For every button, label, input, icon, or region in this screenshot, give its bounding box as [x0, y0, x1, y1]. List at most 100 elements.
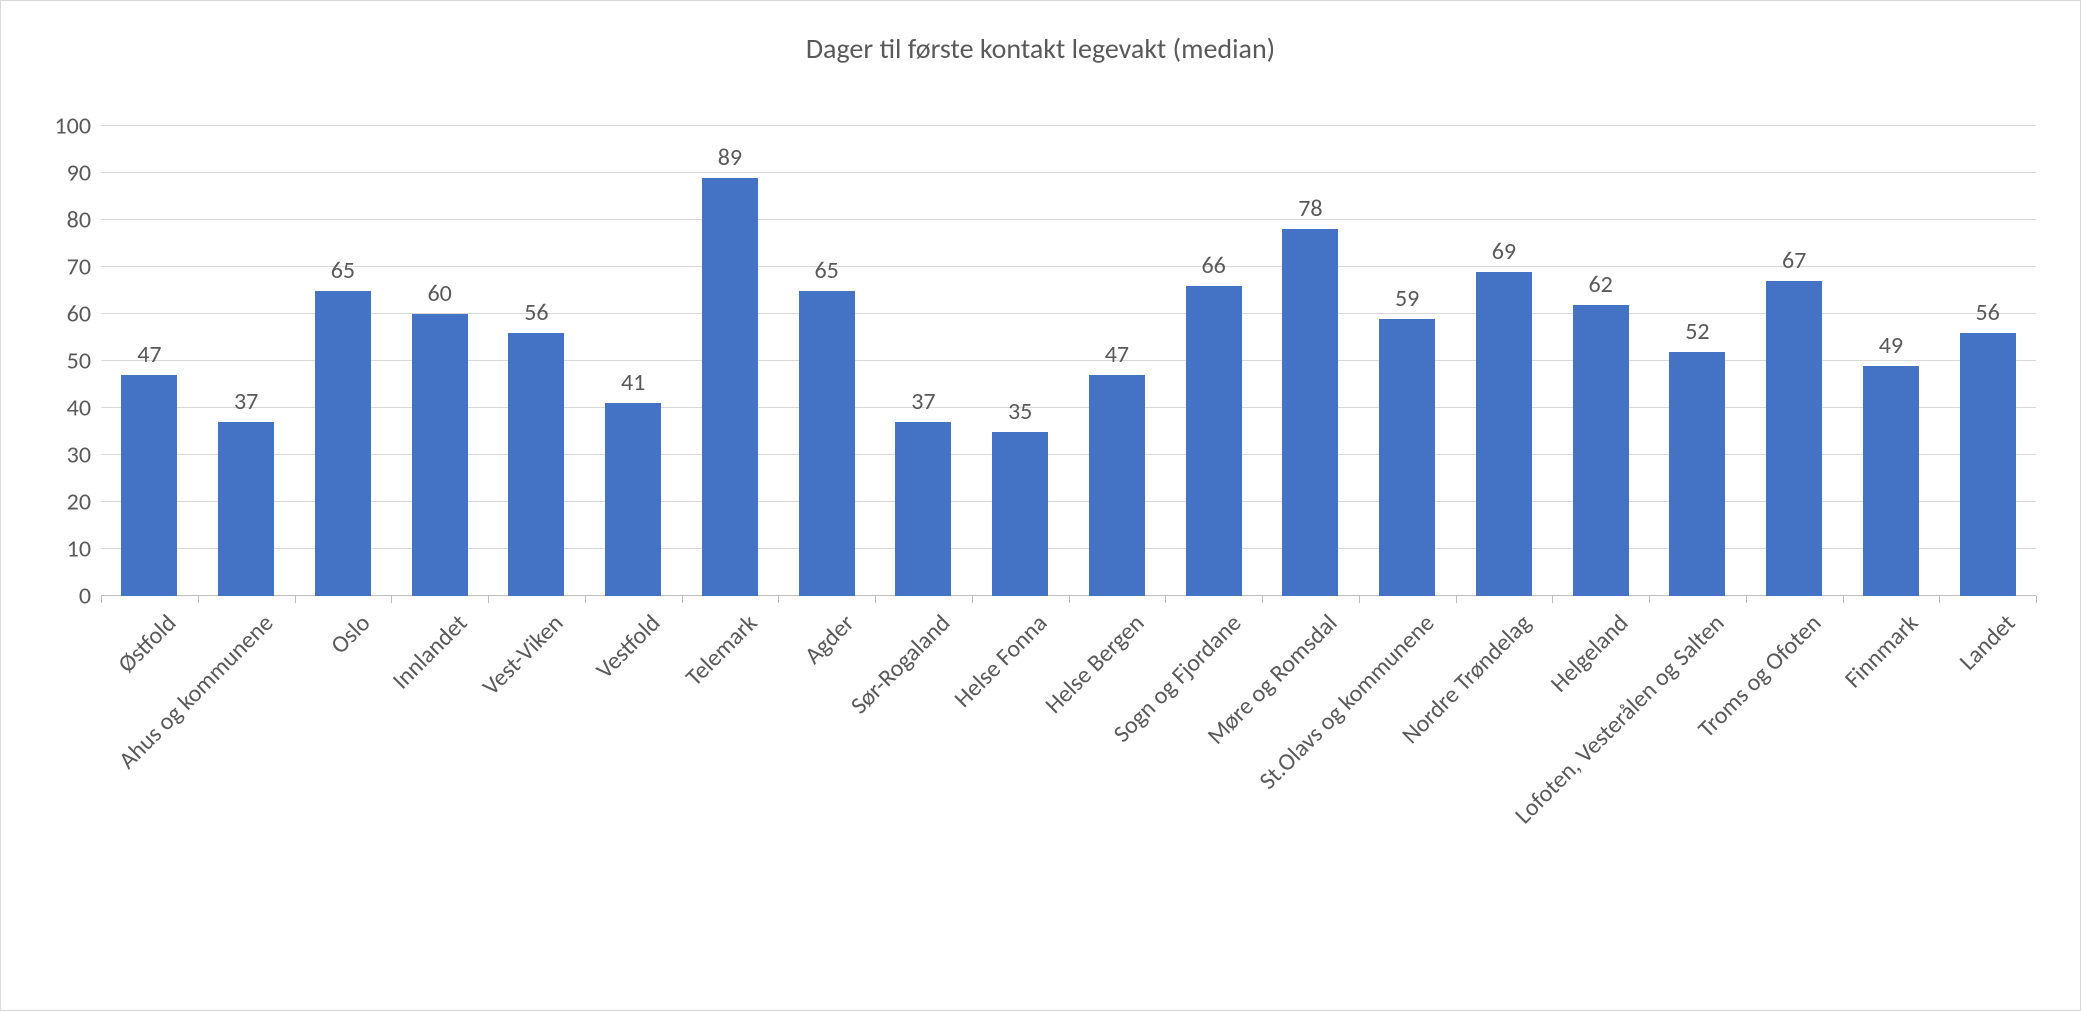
x-tick-mark [488, 596, 489, 603]
bar: 69 [1476, 272, 1532, 596]
y-tick-label: 80 [67, 206, 101, 235]
bar-value-label: 67 [1782, 246, 1806, 281]
bar-value-label: 35 [1008, 397, 1032, 432]
bar-value-label: 56 [1975, 298, 1999, 333]
bar-value-label: 41 [621, 368, 645, 403]
bar-slot: 41Vestfold [585, 126, 682, 596]
bar-slot: 47Helse Bergen [1069, 126, 1166, 596]
chart-frame: Dager til første kontakt legevakt (media… [0, 0, 2081, 1011]
x-tick-label: Sør-Rogaland [833, 596, 957, 720]
x-tick-mark [682, 596, 683, 603]
y-tick-label: 70 [67, 253, 101, 282]
x-tick-mark [1746, 596, 1747, 603]
bar: 41 [605, 403, 661, 596]
x-tick-label: Agder [786, 596, 860, 670]
bar-slot: 56Landet [1939, 126, 2036, 596]
x-tick-mark [778, 596, 779, 603]
x-tick-label: Vest-Viken [464, 596, 569, 701]
bar: 60 [412, 314, 468, 596]
y-tick-label: 60 [67, 300, 101, 329]
bar-slot: 78Møre og Romsdal [1262, 126, 1359, 596]
bar-value-label: 66 [1201, 251, 1225, 286]
bar: 59 [1379, 319, 1435, 596]
x-tick-label: Telemark [667, 596, 763, 692]
bar: 47 [121, 375, 177, 596]
x-tick-label: Østfold [100, 596, 183, 679]
bar: 37 [218, 422, 274, 596]
bar: 66 [1186, 286, 1242, 596]
x-tick-label: Vestfold [578, 596, 667, 685]
bar-slot: 65Oslo [295, 126, 392, 596]
x-tick-mark [391, 596, 392, 603]
bar-value-label: 56 [524, 298, 548, 333]
bar: 62 [1573, 305, 1629, 596]
x-tick-label: Oslo [312, 596, 376, 660]
bar: 65 [315, 291, 371, 597]
bar-slot: 62Helgeland [1552, 126, 1649, 596]
bar-slot: 60Innlandet [391, 126, 488, 596]
y-tick-label: 50 [67, 347, 101, 376]
bar-slot: 47Østfold [101, 126, 198, 596]
bar-value-label: 52 [1685, 317, 1709, 352]
x-tick-mark [101, 596, 102, 603]
bar: 56 [1960, 333, 2016, 596]
bar: 65 [799, 291, 855, 597]
y-tick-label: 40 [67, 394, 101, 423]
bar: 89 [702, 178, 758, 596]
x-tick-mark [295, 596, 296, 603]
x-tick-mark [1552, 596, 1553, 603]
x-tick-mark [1843, 596, 1844, 603]
bar-slot: 59St.Olavs og kommunene [1359, 126, 1456, 596]
x-tick-label: Finnmark [1826, 596, 1924, 694]
chart-title: Dager til første kontakt legevakt (media… [1, 31, 2080, 66]
x-tick-mark [1262, 596, 1263, 603]
bar: 37 [895, 422, 951, 596]
bar-slot: 37Ahus og kommunene [198, 126, 295, 596]
x-tick-mark [1649, 596, 1650, 603]
bar-slot: 65Agder [778, 126, 875, 596]
bar-value-label: 89 [718, 143, 742, 178]
bar-value-label: 65 [814, 256, 838, 291]
x-tick-mark [1165, 596, 1166, 603]
bar-value-label: 65 [331, 256, 355, 291]
bar: 35 [992, 432, 1048, 597]
bar-value-label: 59 [1395, 284, 1419, 319]
x-tick-mark [875, 596, 876, 603]
bar: 47 [1089, 375, 1145, 596]
bar-value-label: 69 [1492, 237, 1516, 272]
bar-value-label: 49 [1879, 331, 1903, 366]
bar: 78 [1282, 229, 1338, 596]
bar-value-label: 60 [427, 279, 451, 314]
bar: 56 [508, 333, 564, 596]
bar-slot: 49Finnmark [1843, 126, 1940, 596]
bar-slot: 56Vest-Viken [488, 126, 585, 596]
plot-region: 010203040506070809010047Østfold37Ahus og… [101, 126, 2036, 596]
bar-slot: 66Sogn og Fjordane [1165, 126, 1262, 596]
bar-value-label: 47 [1105, 340, 1129, 375]
x-tick-mark [585, 596, 586, 603]
bar-value-label: 62 [1588, 270, 1612, 305]
y-tick-label: 20 [67, 488, 101, 517]
bar-value-label: 78 [1298, 194, 1322, 229]
bar-value-label: 47 [137, 340, 161, 375]
x-tick-mark [1939, 596, 1940, 603]
x-tick-mark [2036, 596, 2037, 603]
x-tick-mark [1069, 596, 1070, 603]
x-tick-mark [1456, 596, 1457, 603]
bar-slot: 35Helse Fonna [972, 126, 1069, 596]
bar-slot: 89Telemark [682, 126, 779, 596]
x-tick-mark [972, 596, 973, 603]
y-tick-label: 100 [55, 112, 102, 141]
bar-value-label: 37 [234, 387, 258, 422]
bar-slot: 52Lofoten, Vesterålen og Salten [1649, 126, 1746, 596]
y-tick-label: 90 [67, 159, 101, 188]
bar: 52 [1669, 352, 1725, 596]
bar: 49 [1863, 366, 1919, 596]
bar: 67 [1766, 281, 1822, 596]
bar-slot: 37Sør-Rogaland [875, 126, 972, 596]
x-tick-label: Innlandet [374, 596, 473, 695]
bar-slot: 67Troms og Ofoten [1746, 126, 1843, 596]
bar-value-label: 37 [911, 387, 935, 422]
y-tick-label: 0 [79, 582, 101, 611]
x-tick-label: Landet [1940, 596, 2020, 676]
